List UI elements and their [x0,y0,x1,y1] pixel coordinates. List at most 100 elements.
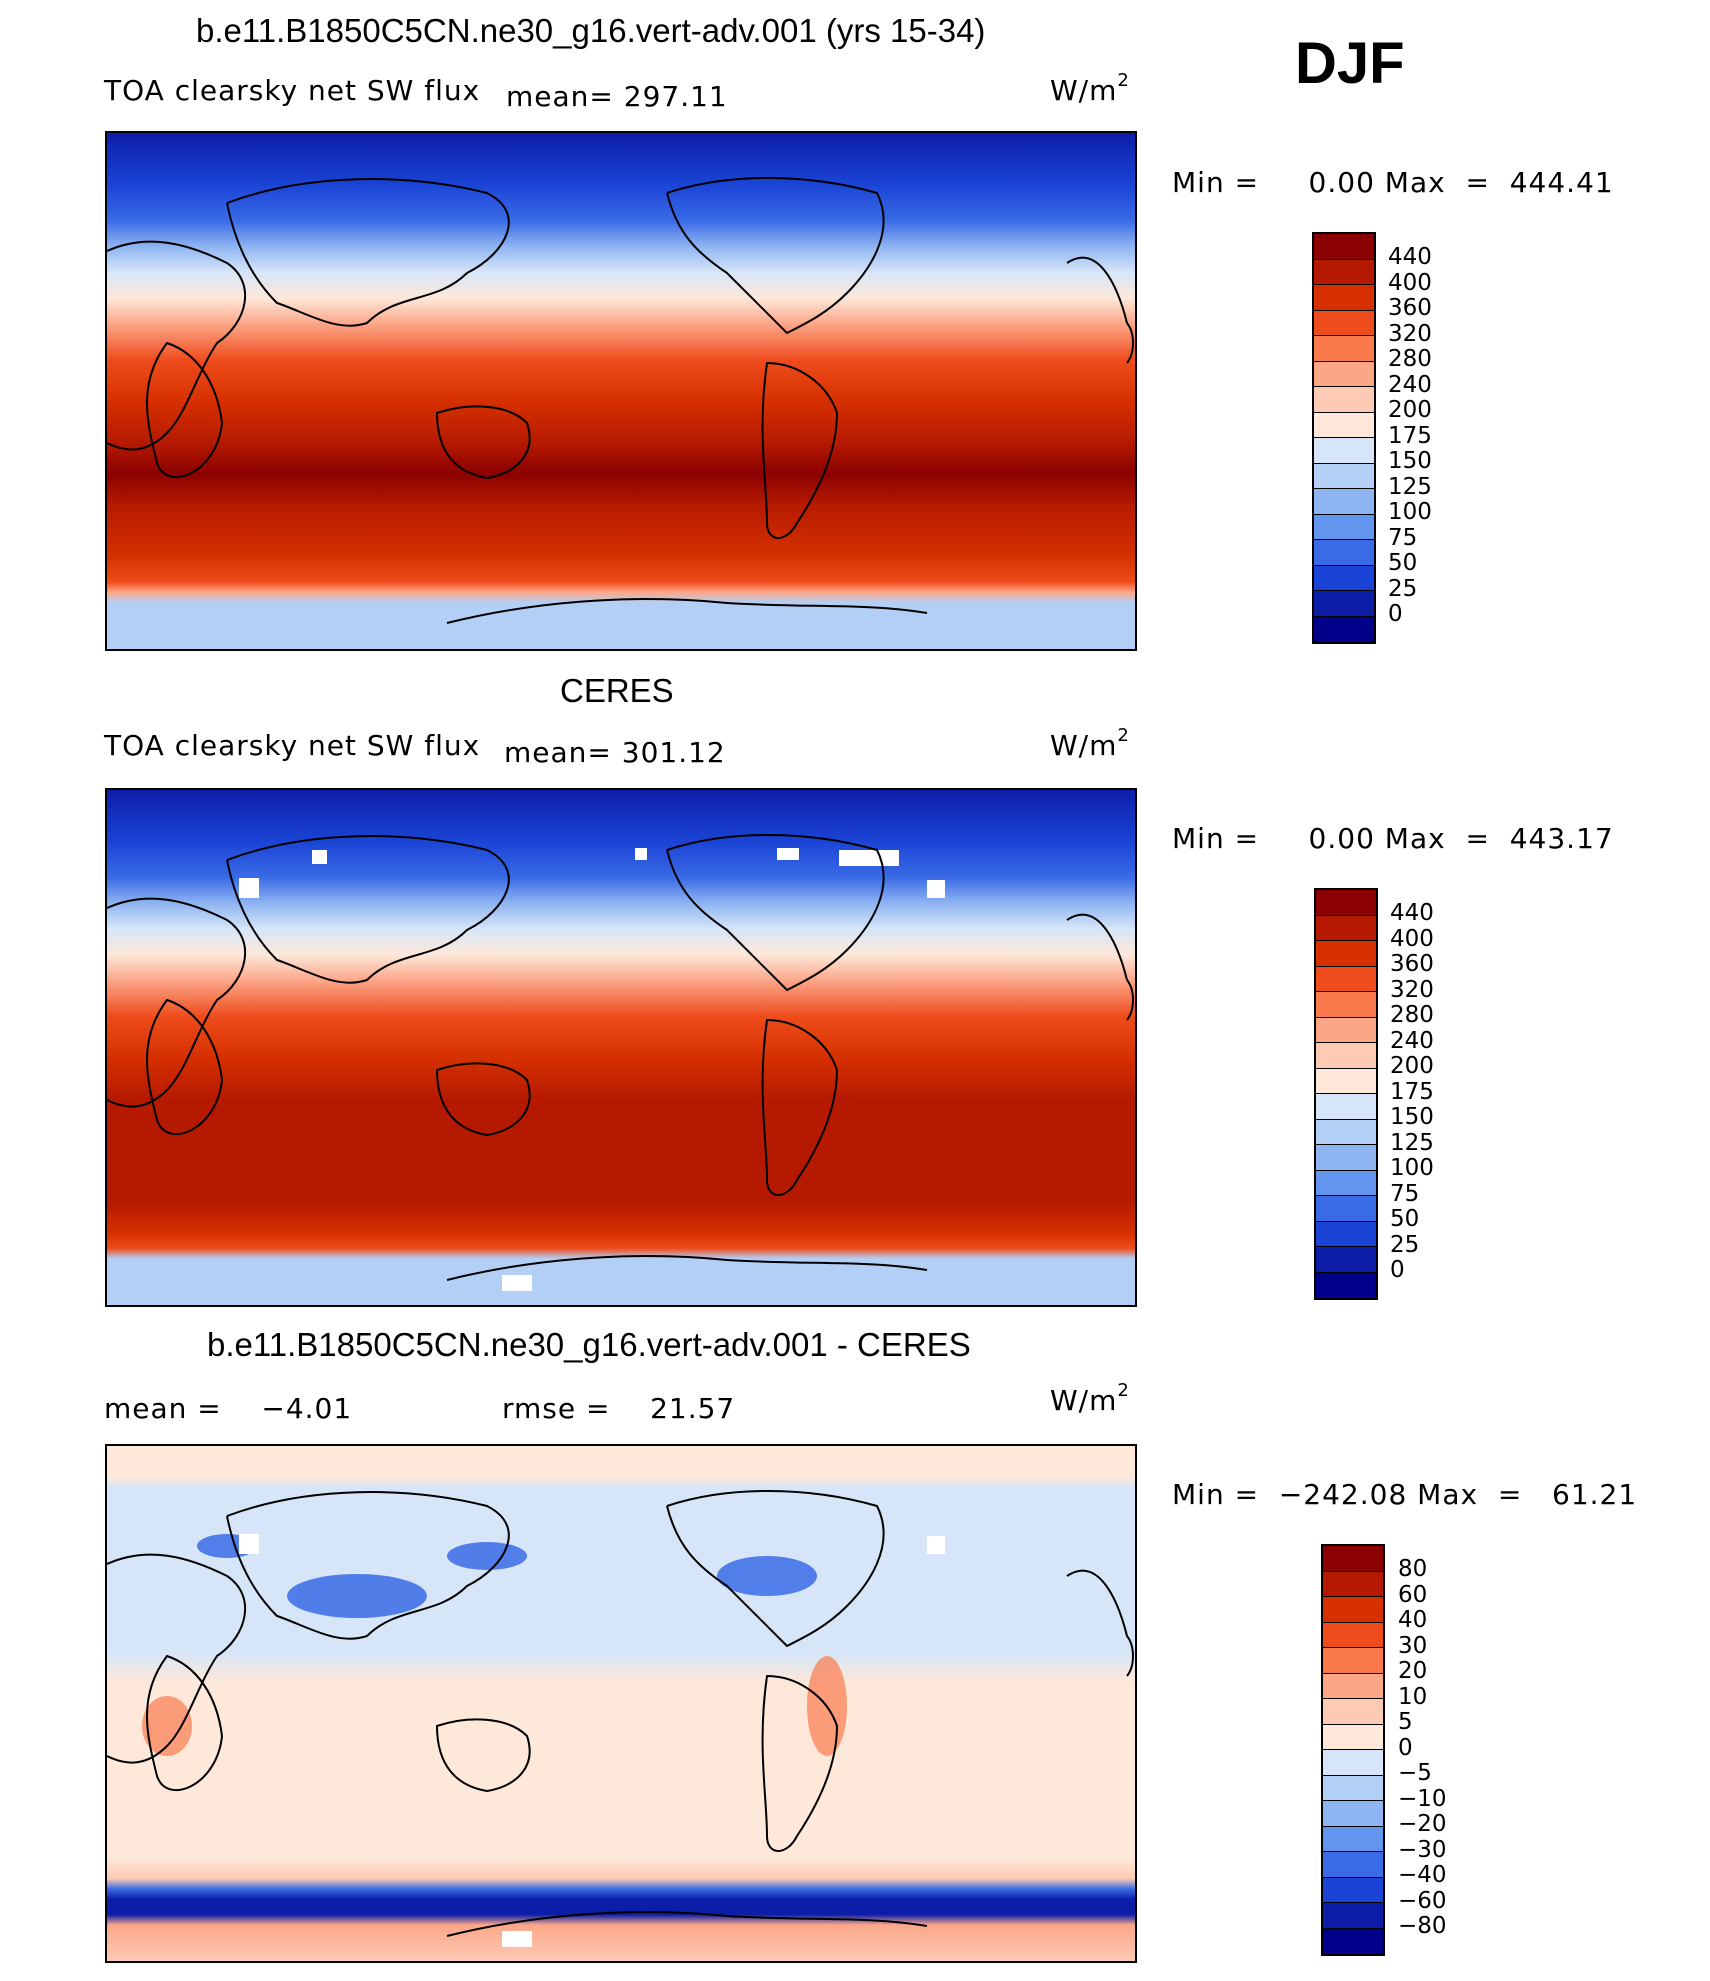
panel2-colorbar-label: 175 [1390,1078,1434,1105]
panel3-rmse-label: rmse = 21.57 [502,1392,736,1425]
panel3-colorbar-segment [1323,1724,1383,1750]
panel1-map [105,131,1137,651]
panel1-colorbar-segment [1314,463,1374,489]
panel1-colorbar-label: 280 [1388,346,1432,372]
panel3-colorbar-segment [1323,1699,1383,1725]
panel2-colorbar-segment [1316,915,1376,941]
panel3-map [105,1444,1137,1963]
panel3-colorbar [1321,1544,1385,1956]
panel1-colorbar-label: 175 [1388,422,1432,449]
panel3-colorbar-label: 60 [1398,1581,1428,1608]
panel3-colorbar-segment [1323,1928,1383,1954]
panel3-colorbar-label: 10 [1398,1683,1428,1710]
panel2-colorbar-label: 75 [1390,1180,1420,1207]
panel2-missing-data [239,848,945,1291]
panel1-colorbar-label: 50 [1388,550,1418,576]
panel3-anomaly-patches [197,1534,817,1618]
panel2-colorbar-segment [1316,1272,1376,1298]
panel3-colorbar-segment [1323,1877,1383,1903]
panel3-colorbar-segment [1323,1826,1383,1852]
panel2-colorbar-segment [1316,1247,1376,1273]
panel2-field [107,790,1135,1305]
panel2-map [105,788,1137,1307]
panel1-field [107,133,1135,649]
panel2-colorbar-segment [1316,966,1376,992]
panel3-colorbar-label: 20 [1398,1658,1428,1684]
panel1-colorbar-segment [1314,412,1374,438]
panel1-colorbar-segment [1314,336,1374,362]
panel2-colorbar-label: 280 [1390,1002,1434,1028]
panel1-colorbar-segment [1314,387,1374,413]
panel3-colorbar-label: −5 [1398,1760,1432,1786]
panel1-colorbar-segment [1314,565,1374,591]
panel3-colorbar-label: 40 [1398,1607,1428,1633]
panel2-colorbar-segment [1316,941,1376,967]
panel3-colorbar-segment [1323,1597,1383,1623]
panel2-colorbar-segment [1316,1221,1376,1247]
panel1-colorbar-label: 25 [1388,575,1418,602]
panel3-colorbar-segment [1323,1648,1383,1674]
panel3-colorbar-label: 5 [1398,1709,1413,1735]
panel2-coastlines [107,834,1134,1281]
panel3-colorbar-label: 0 [1398,1734,1413,1761]
panel2-colorbar-segment [1316,1017,1376,1043]
panel2-colorbar-label: 440 [1390,900,1434,926]
panel3-colorbar-label: −80 [1398,1913,1447,1939]
panel1-colorbar-segment [1314,489,1374,515]
panel1-colorbar-segment [1314,438,1374,464]
panel1-colorbar-label: 400 [1388,269,1432,296]
panel3-colorbar-segment [1323,1546,1383,1572]
panel1-coastlines [107,177,1134,624]
panel2-mean-label: mean= 301.12 [504,736,726,769]
panel3-colorbar-segment [1323,1903,1383,1929]
panel3-colorbar-label: −40 [1398,1862,1447,1888]
panel2-colorbar-segment [1316,992,1376,1018]
panel2-colorbar-segment [1316,1068,1376,1094]
panel3-colorbar-segment [1323,1571,1383,1597]
panel2-colorbar-label: 25 [1390,1231,1420,1258]
season-label: DJF [1295,31,1405,96]
panel2-colorbar-label: 240 [1390,1027,1434,1054]
panel2-colorbar-label: 360 [1390,951,1434,977]
panel1-colorbar-segment [1314,361,1374,387]
panel3-title: b.e11.B1850C5CN.ne30_g16.vert-adv.001 - … [207,1326,971,1363]
panel3-minmax: Min = −242.08 Max = 61.21 [1172,1478,1638,1511]
panel2-colorbar-label: 200 [1390,1053,1434,1079]
panel2-colorbar-label: 50 [1390,1206,1420,1232]
panel1-colorbar-label: 440 [1388,244,1432,270]
panel1-colorbar-label: 200 [1388,397,1432,423]
panel1-colorbar-label: 0 [1388,601,1403,627]
panel1-variable-label: TOA clearsky net SW flux [104,74,481,107]
panel3-units: W/m2 [1050,1380,1130,1417]
panel1-colorbar [1312,232,1376,644]
panel2-colorbar-label: 320 [1390,976,1434,1003]
panel3-colorbar-segment [1323,1775,1383,1801]
panel1-colorbar-label: 150 [1388,448,1432,474]
panel1-mean-label: mean= 297.11 [506,80,728,113]
panel2-title: CERES [560,672,674,709]
panel2-colorbar-label: 100 [1390,1155,1434,1181]
panel3-coastlines [107,1490,1134,1937]
panel2-colorbar-segment [1316,1196,1376,1222]
panel1-colorbar-label: 100 [1388,499,1432,525]
panel2-colorbar-segment [1316,1043,1376,1069]
panel2-colorbar [1314,888,1378,1300]
panel3-colorbar-segment [1323,1673,1383,1699]
panel1-colorbar-label: 360 [1388,295,1432,321]
panel1-colorbar-segment [1314,616,1374,642]
panel3-colorbar-segment [1323,1801,1383,1827]
panel1-colorbar-segment [1314,591,1374,617]
panel2-colorbar-label: 150 [1390,1104,1434,1130]
panel3-colorbar-label: −30 [1398,1836,1447,1863]
panel1-colorbar-label: 125 [1388,473,1432,500]
panel2-colorbar-label: 0 [1390,1257,1405,1283]
panel2-colorbar-segment [1316,1119,1376,1145]
panel1-colorbar-segment [1314,285,1374,311]
panel2-colorbar-segment [1316,1170,1376,1196]
panel1-colorbar-segment [1314,540,1374,566]
panel3-colorbar-segment [1323,1750,1383,1776]
panel1-minmax: Min = 0.00 Max = 444.41 [1172,166,1614,199]
panel1-colorbar-segment [1314,514,1374,540]
panel1-units: W/m2 [1050,70,1130,107]
panel2-colorbar-label: 125 [1390,1129,1434,1156]
